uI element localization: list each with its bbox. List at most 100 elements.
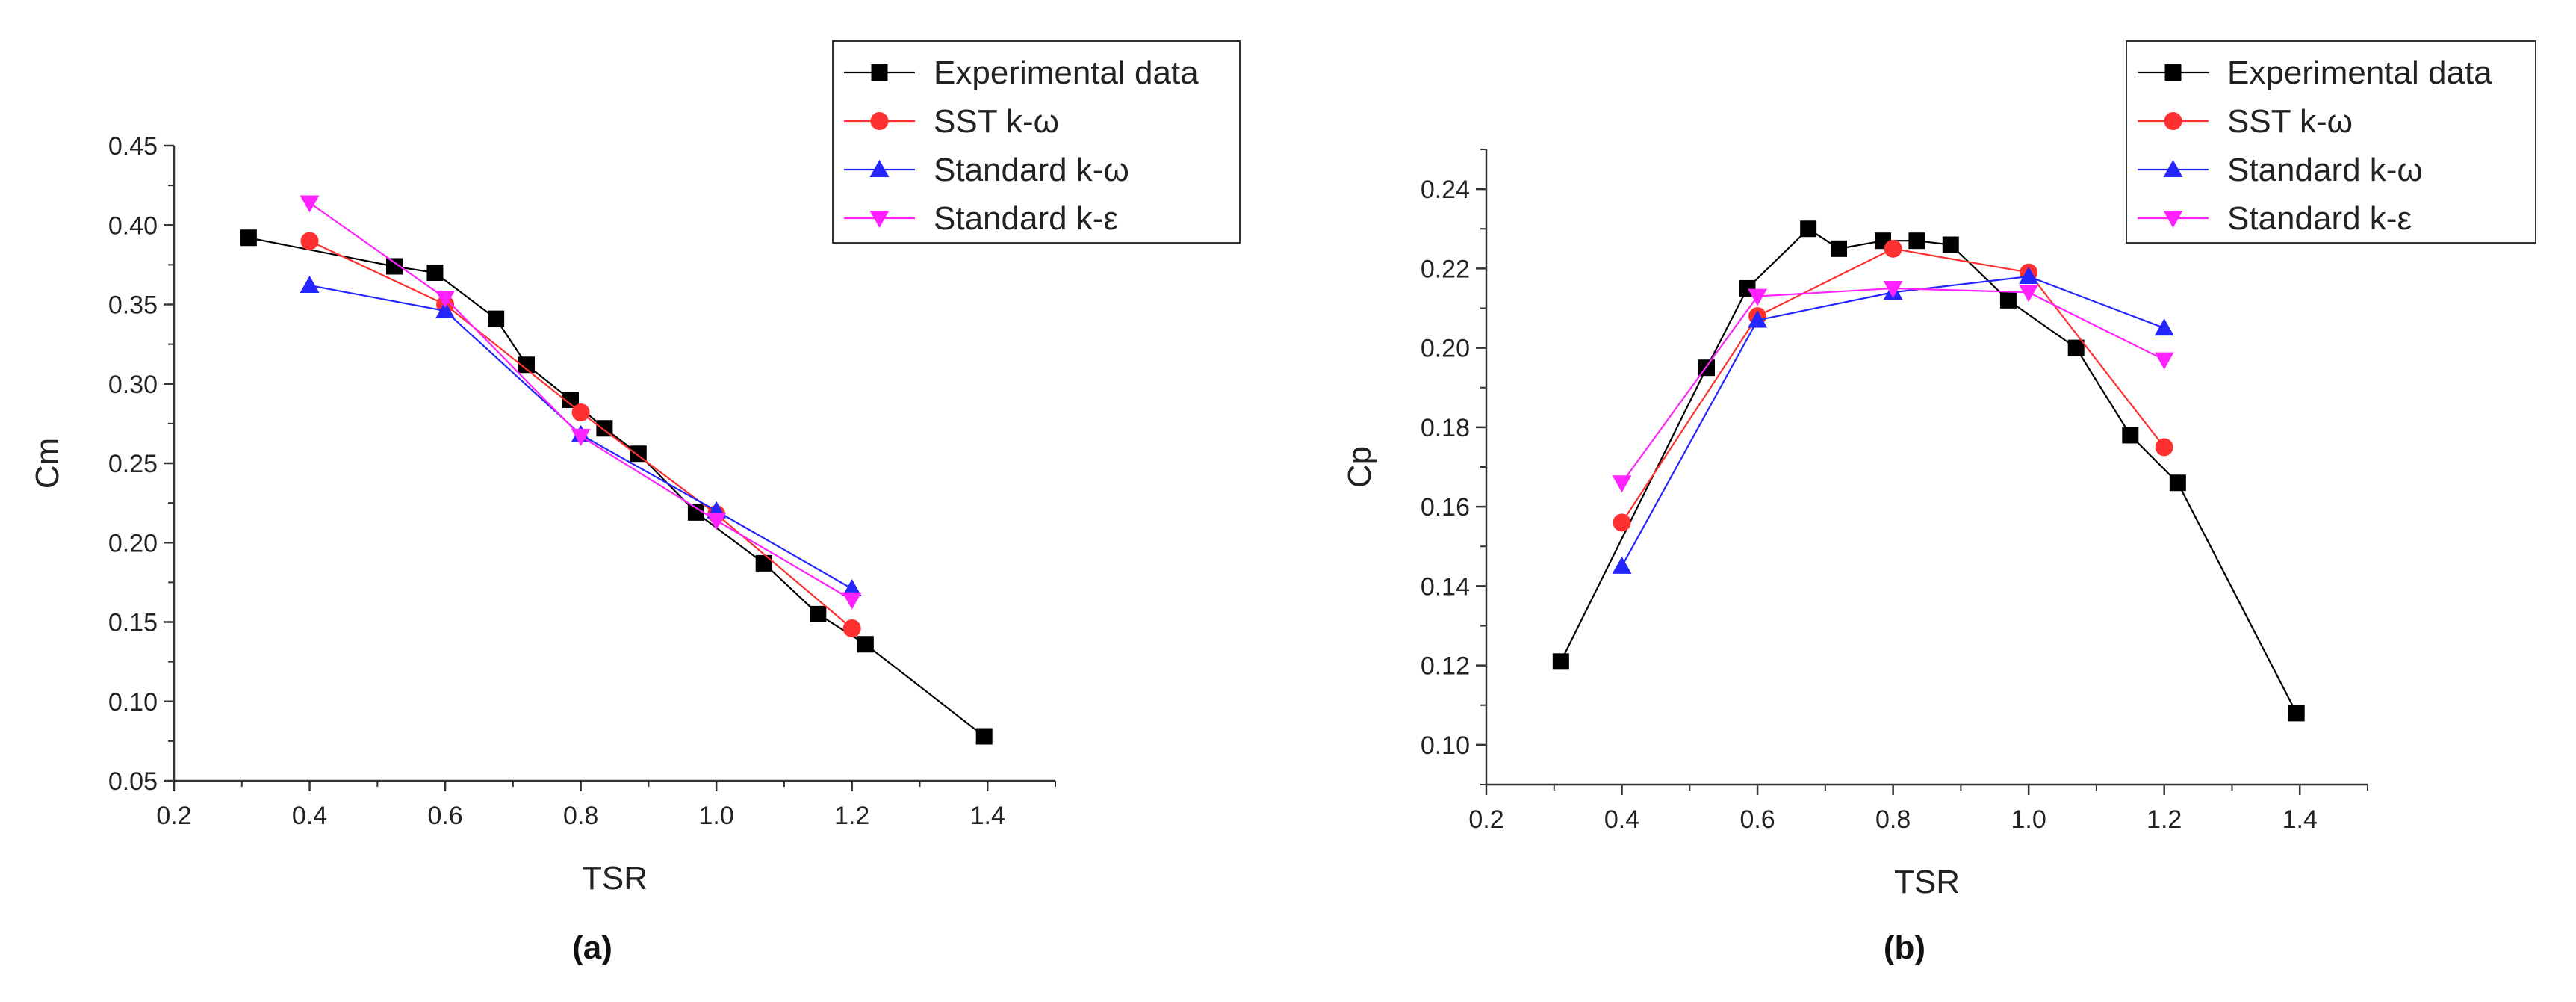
chart-a-y-tick-label: 0.25: [108, 450, 158, 478]
chart-b-series-3: [1612, 280, 2174, 493]
chart-a-x-tick-label: 0.2: [156, 802, 191, 830]
chart-b-legend-marker: [2163, 160, 2183, 177]
chart-a-legend-marker: [869, 160, 890, 177]
chart-a-data-point: [435, 291, 456, 308]
chart-a-y-axis-label: Cm: [29, 438, 66, 489]
chart-a-data-point: [518, 356, 535, 374]
chart-a-series-3: [300, 195, 862, 610]
chart-b-x-tick-label: 0.4: [1604, 805, 1639, 834]
chart-b-y-tick-label: 0.10: [1421, 732, 1470, 760]
chart-b-data-point: [2019, 267, 2039, 284]
chart-a-data-point: [842, 592, 862, 610]
chart-b-data-point: [1800, 220, 1817, 238]
chart-a-data-point: [240, 229, 257, 247]
chart-b-x-tick-label: 1.4: [2282, 805, 2318, 834]
chart-a-legend-marker: [869, 211, 890, 228]
chart-a-data-point: [842, 578, 862, 596]
chart-b-data-point: [1831, 240, 1847, 257]
chart-a-y-tick-label: 0.45: [108, 132, 158, 161]
chart-a-cm-vs-tsr: 0.2 0.4 0.6 0.8 1.0 1.2 1.4 0.05 0.10 0.15 0.20 0.2…: [29, 40, 1241, 966]
chart-a-data-point: [426, 265, 444, 281]
chart-b-caption: (b): [1884, 930, 1925, 966]
chart-a-x-axis-label: TSR: [582, 860, 648, 897]
chart-b-legend-label: SST k-ω: [2227, 103, 2353, 140]
chart-a-legend-label: SST k-ω: [934, 103, 1059, 140]
chart-b-y-axis-label: Cp: [1341, 446, 1378, 488]
chart-b-y-tick-label: 0.16: [1421, 493, 1470, 522]
chart-b-data-point: [1942, 236, 1959, 253]
chart-b-data-point: [2154, 318, 2174, 336]
chart-b-data-point: [1748, 288, 1768, 306]
chart-b-data-point: [1884, 239, 1902, 258]
chart-a-legend-box: [832, 40, 1241, 244]
chart-b-data-point: [2067, 339, 2085, 356]
chart-b-data-point: [1612, 556, 1632, 574]
chart-b-legend-marker: [2164, 64, 2182, 81]
chart-a-legend-marker: [870, 112, 889, 130]
chart-b-y-tick-label: 0.14: [1421, 572, 1470, 601]
chart-b-y-tick-label: 0.18: [1421, 414, 1470, 442]
chart-b-legend-marker: [2164, 112, 2182, 130]
chart-a-data-point: [488, 310, 505, 327]
chart-b-data-point: [1883, 280, 1903, 298]
chart-a-x-tick-label: 0.4: [292, 802, 327, 830]
chart-b-x-tick-label: 1.0: [2011, 805, 2046, 834]
chart-b-data-point: [1999, 291, 2017, 309]
chart-b-data-point: [2288, 705, 2305, 722]
chart-b-x-tick-label: 0.2: [1468, 805, 1503, 834]
chart-a-data-point: [842, 619, 861, 637]
chart-b-x-tick-label: 0.6: [1739, 805, 1775, 834]
chart-b-cp-vs-tsr: 0.2 0.4 0.6 0.8 1.0 1.2 1.4 0.10 0.12 0.14 0.16 0.1…: [1341, 40, 2536, 966]
chart-a-x-tick-label: 1.4: [970, 802, 1005, 830]
chart-b-series-0: [1552, 220, 2305, 722]
chart-a-data-point: [755, 554, 772, 572]
chart-b-legend-label: Standard k-ε: [2227, 200, 2412, 237]
chart-a-legend-label: Experimental data: [934, 55, 1199, 91]
chart-b-data-point: [2019, 285, 2039, 303]
chart-b-legend-marker: [2163, 211, 2183, 228]
chart-a-data-point: [810, 605, 827, 622]
chart-b-legend-box: [2126, 40, 2536, 244]
chart-b-y-tick-label: 0.24: [1421, 176, 1470, 204]
chart-a-legend: Experimental data SST k-ω Standard k-ω Stan…: [832, 40, 1241, 244]
chart-a-data-point: [386, 258, 403, 275]
chart-b-x-tick-label: 0.8: [1875, 805, 1911, 834]
chart-b-data-point: [2169, 474, 2186, 492]
chart-a-caption: (a): [572, 930, 612, 966]
chart-a-legend-label: Standard k-ε: [934, 200, 1118, 237]
chart-a-data-point: [435, 301, 456, 318]
chart-b-data-point: [2154, 352, 2174, 370]
chart-b-data-point: [1908, 232, 1925, 250]
chart-a-data-point: [300, 232, 319, 250]
chart-a-y-tick-label: 0.20: [108, 529, 158, 557]
chart-a-legend-marker: [871, 64, 888, 81]
chart-a-data-point: [562, 392, 579, 408]
chart-b-y-tick-label: 0.12: [1421, 652, 1470, 681]
chart-b-legend-label: Standard k-ω: [2227, 152, 2423, 188]
chart-a-x-tick-label: 0.6: [427, 802, 462, 830]
chart-b-data-point: [2155, 438, 2173, 457]
chart-a-data-point: [975, 728, 993, 745]
chart-b-legend: Experimental data SST k-ω Standard k-ω Stan…: [2126, 40, 2536, 244]
chart-a-y-tick-label: 0.40: [108, 211, 158, 240]
chart-a-legend-label: Standard k-ω: [934, 152, 1129, 188]
chart-b-data-point: [1613, 513, 1631, 532]
chart-a-data-point: [857, 636, 874, 653]
chart-a-x-tick-label: 1.2: [834, 802, 869, 830]
chart-a-data-point: [571, 428, 591, 446]
chart-a-data-point: [707, 513, 727, 531]
chart-a-y-tick-label: 0.10: [108, 688, 158, 717]
chart-a-y-tick-label: 0.35: [108, 291, 158, 320]
chart-b-legend-label: Experimental data: [2227, 55, 2492, 91]
chart-a-data-point: [300, 195, 320, 213]
chart-b-y-tick-label: 0.20: [1421, 335, 1470, 363]
chart-a-data-point: [687, 504, 704, 521]
chart-b-data-point: [1748, 310, 1768, 328]
chart-a-data-point: [571, 403, 590, 421]
chart-a-y-tick-label: 0.05: [108, 767, 158, 796]
chart-b-y-tick-label: 0.22: [1421, 255, 1470, 283]
chart-a-y-tick-label: 0.30: [108, 371, 158, 399]
chart-b-data-point: [1612, 475, 1632, 493]
chart-a-x-tick-label: 1.0: [699, 802, 734, 830]
